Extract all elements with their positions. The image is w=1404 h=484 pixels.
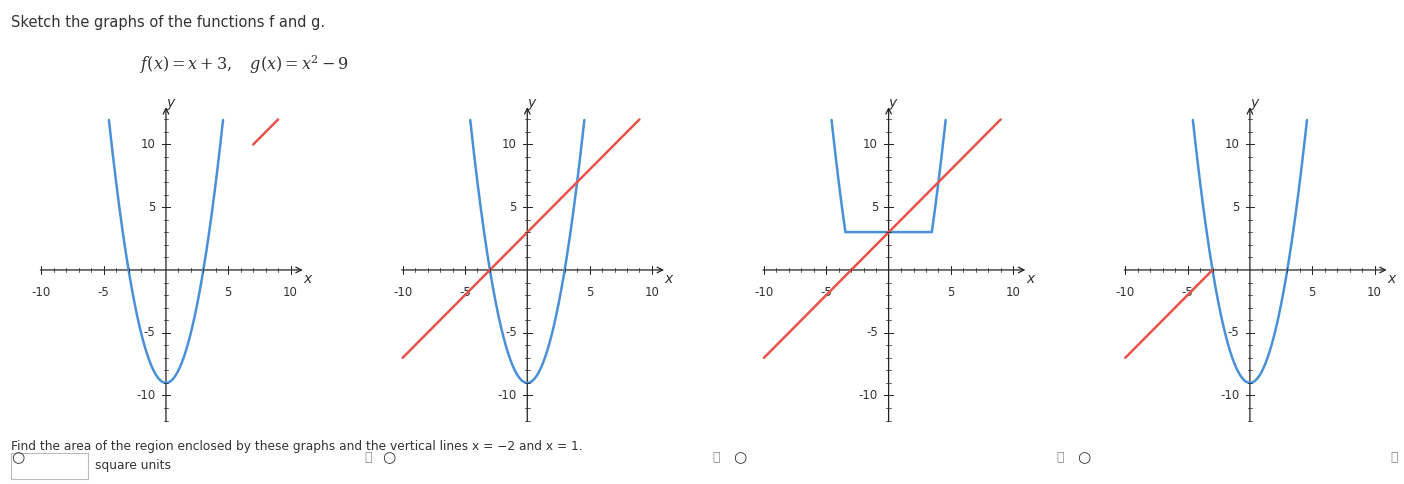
Text: ○: ○	[1077, 450, 1090, 465]
Text: 10: 10	[284, 286, 298, 299]
Text: 5: 5	[948, 286, 955, 299]
Text: 5: 5	[147, 201, 156, 214]
Text: -10: -10	[393, 286, 413, 299]
Text: Find the area of the region enclosed by these graphs and the vertical lines x = : Find the area of the region enclosed by …	[11, 440, 583, 454]
Text: 5: 5	[585, 286, 594, 299]
Text: 5: 5	[870, 201, 878, 214]
Text: -5: -5	[459, 286, 470, 299]
Text: 10: 10	[1005, 286, 1021, 299]
Text: y: y	[1250, 96, 1258, 110]
Text: -10: -10	[32, 286, 51, 299]
Text: ○: ○	[733, 450, 746, 465]
Text: ⓘ: ⓘ	[1390, 451, 1398, 464]
Text: -5: -5	[820, 286, 833, 299]
Text: -5: -5	[143, 326, 156, 339]
Text: x: x	[1026, 272, 1035, 286]
Text: x: x	[1387, 272, 1396, 286]
Text: 5: 5	[510, 201, 517, 214]
Text: 5: 5	[1231, 201, 1240, 214]
Text: -10: -10	[1116, 286, 1134, 299]
Text: 10: 10	[140, 138, 156, 151]
Text: -10: -10	[497, 389, 517, 402]
Text: square units: square units	[95, 459, 171, 472]
Text: 10: 10	[1224, 138, 1240, 151]
Text: 10: 10	[501, 138, 517, 151]
Text: $f(x) = x + 3, \quad g(x) = x^2 - 9$: $f(x) = x + 3, \quad g(x) = x^2 - 9$	[140, 53, 350, 76]
Text: x: x	[303, 272, 312, 286]
Text: ⓘ: ⓘ	[1056, 451, 1064, 464]
Text: -5: -5	[866, 326, 878, 339]
Text: -10: -10	[754, 286, 774, 299]
Text: ○: ○	[382, 450, 395, 465]
Text: 10: 10	[863, 138, 878, 151]
Text: -5: -5	[1227, 326, 1240, 339]
Text: ⓘ: ⓘ	[712, 451, 720, 464]
Text: 10: 10	[644, 286, 660, 299]
Text: -5: -5	[505, 326, 517, 339]
Text: ⓘ: ⓘ	[364, 451, 372, 464]
Text: y: y	[889, 96, 897, 110]
Text: ○: ○	[11, 450, 24, 465]
Text: -10: -10	[1220, 389, 1240, 402]
Text: Sketch the graphs of the functions f and g.: Sketch the graphs of the functions f and…	[11, 15, 326, 30]
Text: -5: -5	[1182, 286, 1193, 299]
Text: x: x	[664, 272, 673, 286]
Text: -5: -5	[98, 286, 110, 299]
Text: 5: 5	[1309, 286, 1316, 299]
Text: 10: 10	[1367, 286, 1382, 299]
Text: 5: 5	[225, 286, 232, 299]
Text: y: y	[166, 96, 174, 110]
Text: -10: -10	[859, 389, 878, 402]
Text: y: y	[528, 96, 536, 110]
Text: -10: -10	[136, 389, 156, 402]
